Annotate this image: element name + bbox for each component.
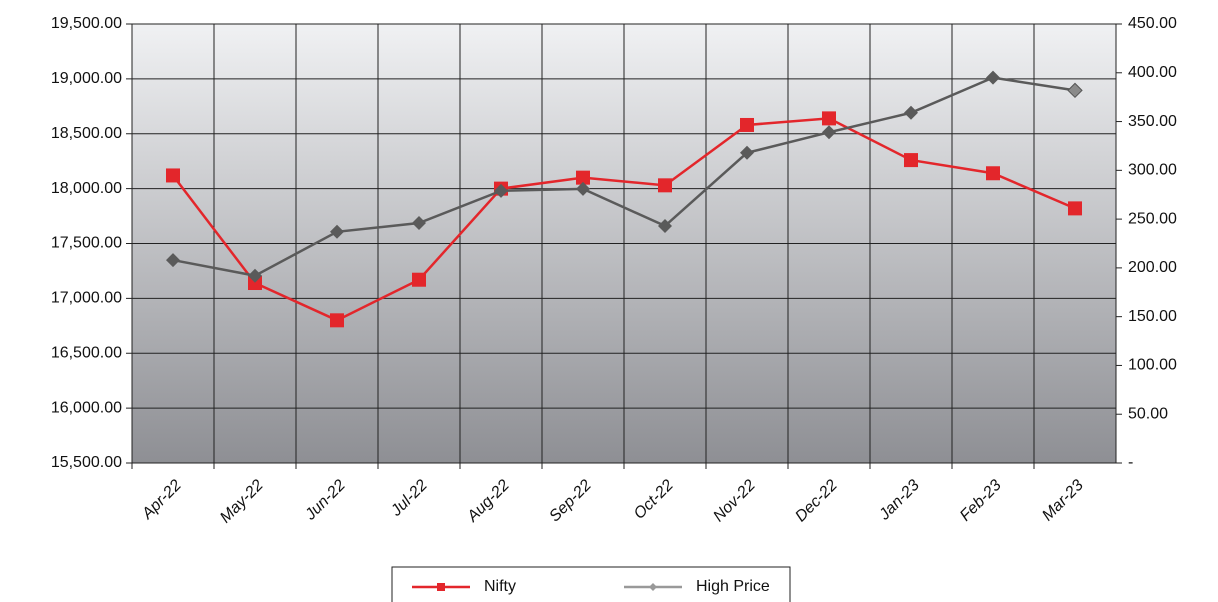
marker xyxy=(658,178,672,193)
y2-tick-label: 50.00 xyxy=(1128,405,1168,422)
legend xyxy=(391,566,791,602)
x-tick-label: Mar-23 xyxy=(1039,477,1087,525)
y-tick-label: 16,500.00 xyxy=(51,344,122,361)
x-tick-label: Dec-22 xyxy=(792,477,841,526)
x-tick-label: Oct-22 xyxy=(631,477,677,523)
x-tick-label: May-22 xyxy=(217,477,267,527)
y2-tick-label: 150.00 xyxy=(1128,308,1177,325)
legend-marker xyxy=(437,583,445,591)
y-tick-label: 19,500.00 xyxy=(51,15,122,32)
y2-tick-label: 250.00 xyxy=(1128,210,1177,227)
y-tick-label: 18,500.00 xyxy=(51,125,122,142)
x-tick-label: Sep-22 xyxy=(546,477,595,526)
y2-tick-label: 350.00 xyxy=(1128,113,1177,130)
x-tick-label: Feb-23 xyxy=(957,477,1005,525)
marker xyxy=(658,218,672,233)
y2-tick-label: 100.00 xyxy=(1128,357,1177,374)
marker xyxy=(576,181,590,196)
marker xyxy=(822,111,836,126)
x-tick-label: Jul-22 xyxy=(387,477,431,521)
marker xyxy=(904,153,918,168)
marker xyxy=(412,216,426,231)
marker xyxy=(166,253,180,268)
marker xyxy=(986,70,1000,85)
y2-tick-label: - xyxy=(1128,454,1133,471)
y-tick-label: 17,500.00 xyxy=(51,235,122,252)
y2-tick-label: 400.00 xyxy=(1128,64,1177,81)
y-tick-label: 17,000.00 xyxy=(51,290,122,307)
marker xyxy=(248,276,262,291)
series-line xyxy=(172,117,1076,322)
marker xyxy=(740,117,754,132)
marker xyxy=(740,145,754,160)
x-tick-label: Jun-22 xyxy=(301,477,348,524)
x-tick-label: Aug-22 xyxy=(464,477,513,526)
marker xyxy=(330,313,344,328)
marker xyxy=(166,168,180,183)
marker xyxy=(248,268,262,283)
x-tick-label: Apr-22 xyxy=(138,477,185,524)
series-line xyxy=(172,76,1076,278)
y2-tick-label: 200.00 xyxy=(1128,259,1177,276)
x-tick-label: Nov-22 xyxy=(710,477,759,526)
marker xyxy=(986,166,1000,181)
marker xyxy=(412,272,426,287)
y2-tick-label: 300.00 xyxy=(1128,162,1177,179)
marker xyxy=(1067,82,1083,99)
marker xyxy=(904,105,918,120)
x-tick-label: Jan-23 xyxy=(875,477,922,524)
y-tick-label: 18,000.00 xyxy=(51,180,122,197)
y-tick-label: 19,000.00 xyxy=(51,70,122,87)
marker xyxy=(822,125,836,140)
legend-label: High Price xyxy=(696,578,770,595)
marker xyxy=(494,183,508,198)
y-tick-label: 16,000.00 xyxy=(51,399,122,416)
legend-marker xyxy=(649,583,657,591)
y2-tick-label: 450.00 xyxy=(1128,15,1177,32)
y-tick-label: 15,500.00 xyxy=(51,454,122,471)
marker xyxy=(576,170,590,185)
marker xyxy=(1068,201,1082,216)
marker xyxy=(330,224,344,239)
legend-label: Nifty xyxy=(484,578,516,595)
